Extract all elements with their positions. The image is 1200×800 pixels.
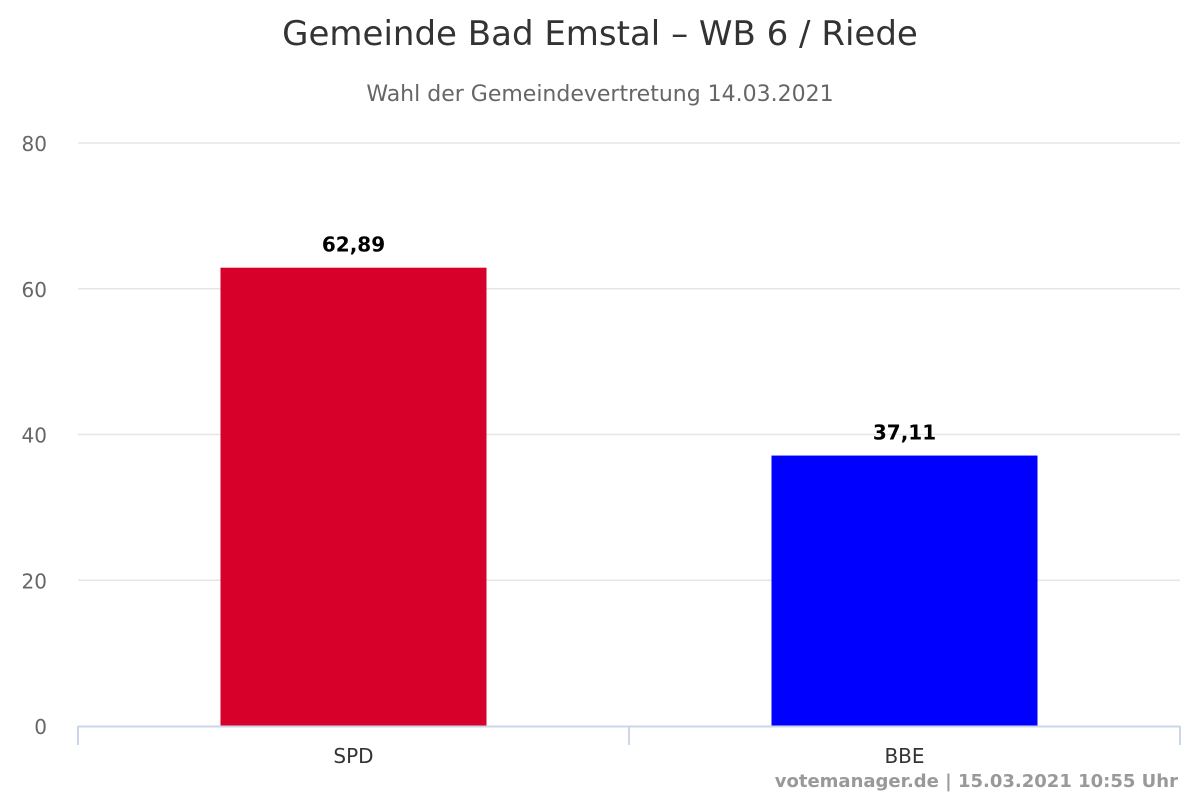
data-label: 37,11 <box>873 421 936 445</box>
x-tick-label: BBE <box>884 744 924 768</box>
bars <box>220 267 1038 726</box>
chart-title: Gemeinde Bad Emstal – WB 6 / Riede <box>282 14 918 54</box>
y-tick-label: 60 <box>22 278 47 302</box>
y-tick-label: 0 <box>34 715 47 739</box>
bar-spd[interactable] <box>220 267 487 726</box>
credits-link[interactable]: votemanager.de | 15.03.2021 10:55 Uhr <box>774 771 1178 792</box>
x-axis: SPD BBE <box>77 725 1181 768</box>
data-labels: 62,89 37,11 <box>322 233 936 445</box>
data-label: 62,89 <box>322 233 385 257</box>
bar-bbe[interactable] <box>771 455 1038 726</box>
y-tick-label: 40 <box>22 424 47 448</box>
chart-subtitle: Wahl der Gemeindevertretung 14.03.2021 <box>366 82 834 107</box>
y-tick-label: 20 <box>22 569 47 593</box>
y-axis-ticks: 0 20 40 60 80 <box>22 132 47 739</box>
x-tick-label: SPD <box>333 744 373 768</box>
y-tick-label: 80 <box>22 132 47 156</box>
